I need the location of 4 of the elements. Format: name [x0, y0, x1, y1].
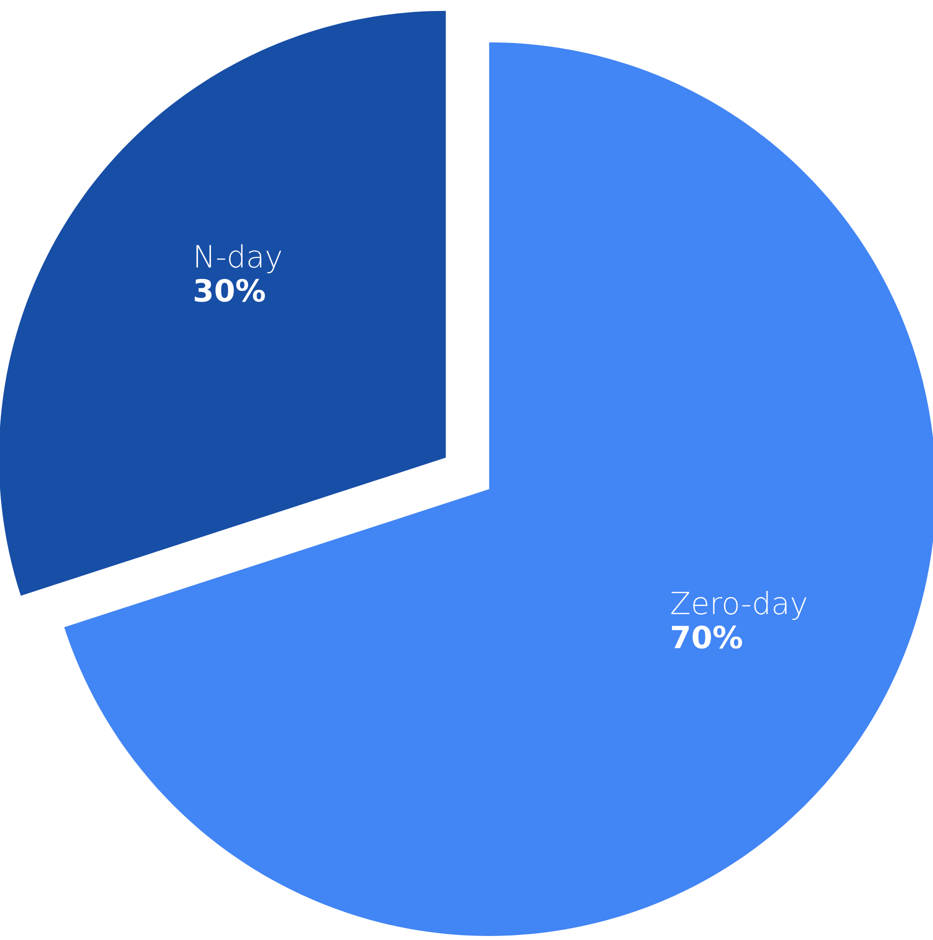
- slice-label: Zero-day: [671, 590, 806, 620]
- data-label: 30%: [194, 278, 265, 302]
- slice-label: N-day: [196, 244, 282, 274]
- data-label: 70%: [672, 626, 742, 649]
